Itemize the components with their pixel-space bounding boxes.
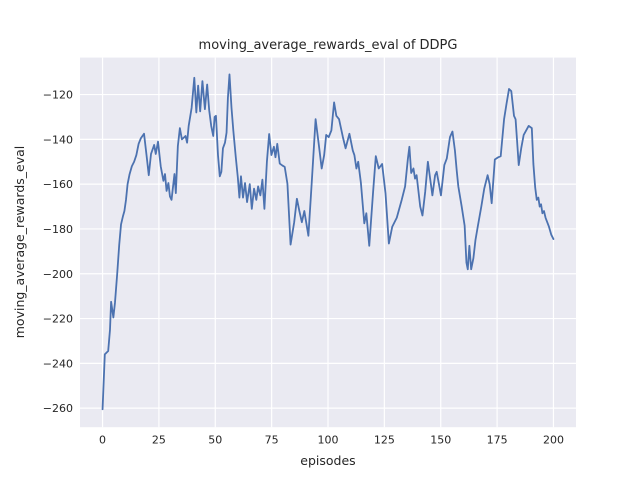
y-axis-label: moving_average_rewards_eval	[12, 146, 27, 339]
x-tick-label: 175	[487, 434, 508, 447]
y-tick-label: −140	[43, 133, 73, 146]
tick-layer: 0 25 50 75 100 125 150 175 200 −260 −240 −220 −200 −1…	[43, 89, 564, 447]
y-tick-label: −260	[43, 402, 73, 415]
y-tick-label: −240	[43, 357, 73, 370]
series-layer	[101, 73, 555, 411]
chart-title: moving_average_rewards_eval of DDPG	[199, 38, 458, 53]
y-tick-label: −200	[43, 268, 73, 281]
y-tick-label: −120	[43, 89, 73, 102]
y-tick-label: −220	[43, 313, 73, 326]
x-tick-label: 0	[99, 434, 106, 447]
x-tick-label: 200	[543, 434, 564, 447]
x-tick-label: 75	[265, 434, 279, 447]
x-tick-label: 125	[374, 434, 395, 447]
x-tick-label: 150	[430, 434, 451, 447]
series-line	[101, 73, 555, 411]
x-axis-label: episodes	[300, 453, 355, 468]
y-tick-label: −160	[43, 178, 73, 191]
x-tick-label: 25	[152, 434, 166, 447]
x-tick-label: 50	[208, 434, 222, 447]
y-tick-label: −180	[43, 223, 73, 236]
x-tick-label: 100	[318, 434, 339, 447]
